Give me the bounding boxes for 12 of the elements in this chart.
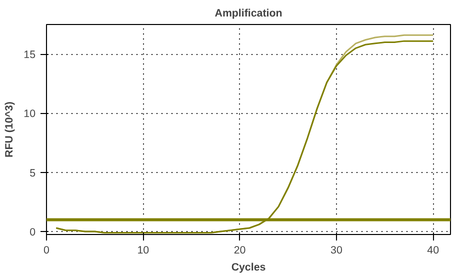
x-tick-label: 40: [427, 244, 440, 256]
y-tick-label: 15: [24, 49, 36, 62]
x-tick-label: 0: [44, 244, 50, 256]
x-tick-label: 10: [137, 244, 150, 256]
x-tick-label: 30: [330, 244, 342, 256]
x-axis-title: Cycles: [231, 262, 266, 274]
y-axis-title: RFU (10^3): [4, 101, 16, 158]
x-tick-label: 20: [234, 244, 246, 256]
chart-title: Amplification: [214, 8, 282, 20]
y-tick-label: 10: [24, 108, 36, 120]
y-tick-label: 5: [30, 167, 36, 180]
y-tick-label: 0: [30, 226, 36, 239]
